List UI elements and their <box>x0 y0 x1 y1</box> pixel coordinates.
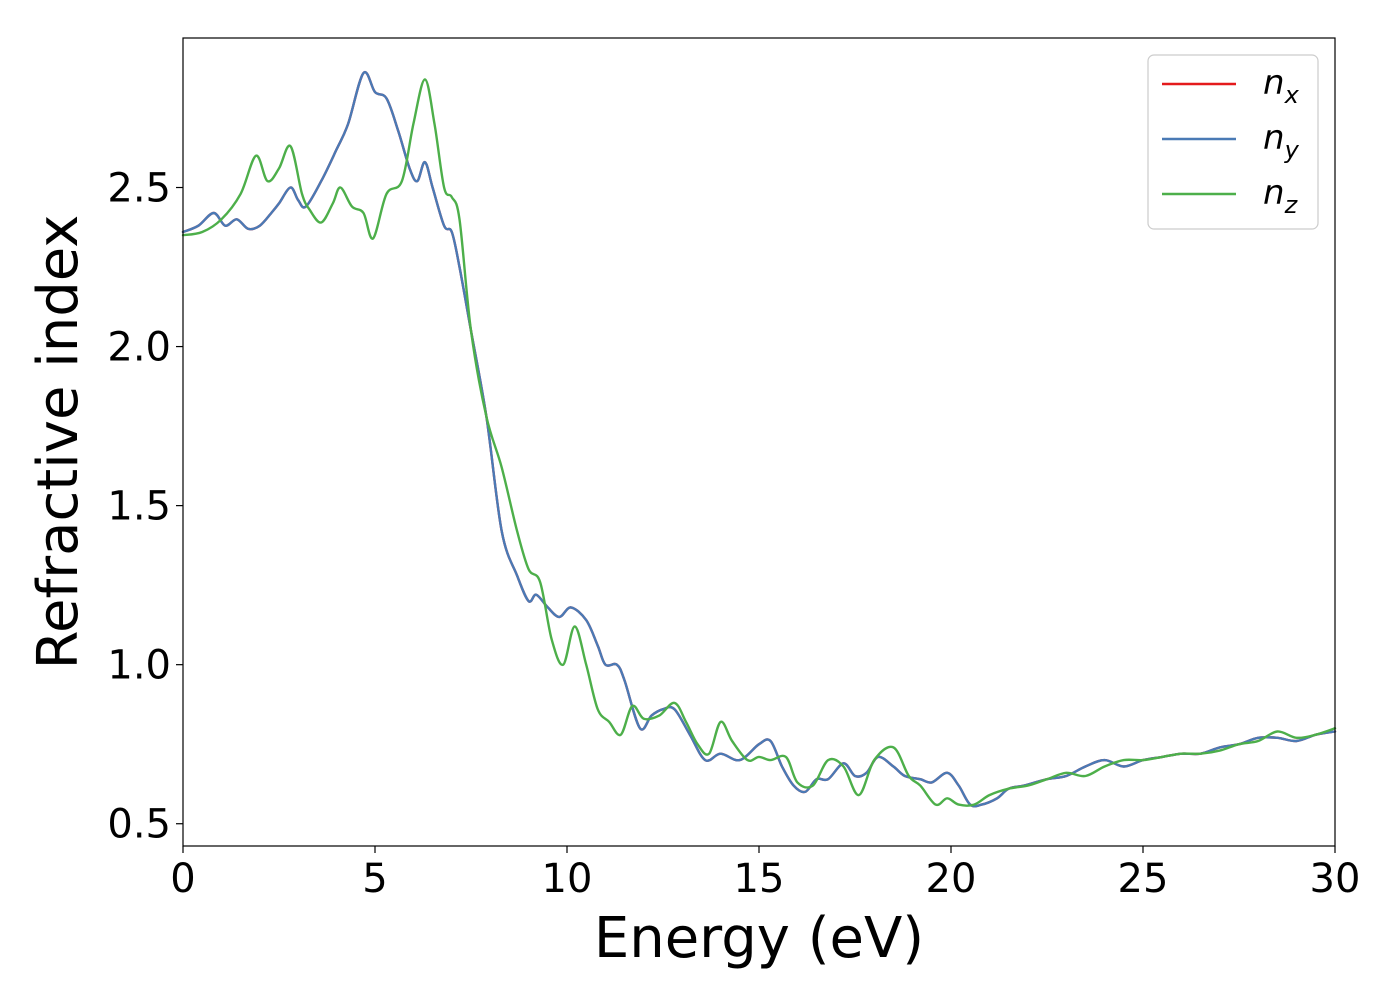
y-tick-label: 2.5 <box>107 166 171 212</box>
x-axis-ticks: 0 5 10 15 20 25 30 <box>170 846 1360 902</box>
legend-box <box>1147 54 1319 230</box>
legend-label-ny: ny <box>1263 118 1300 164</box>
x-tick-label: 30 <box>1310 856 1361 902</box>
x-tick-label: 20 <box>926 856 977 902</box>
x-tick-label: 10 <box>542 856 593 902</box>
legend-label-nx: nx <box>1263 63 1300 109</box>
series-layer <box>181 70 1337 808</box>
y-tick-label: 1.0 <box>107 643 171 689</box>
y-axis-title: Refractive index <box>26 215 91 670</box>
x-tick-label: 25 <box>1118 856 1169 902</box>
x-tick-label: 15 <box>734 856 785 902</box>
series-line-ny <box>181 70 1337 808</box>
y-tick-label: 1.5 <box>107 484 171 530</box>
y-tick-label: 2.0 <box>107 325 171 371</box>
y-axis-ticks: 0.5 1.0 1.5 2.0 2.5 <box>107 166 183 848</box>
y-tick-label: 0.5 <box>107 802 171 848</box>
x-tick-label: 5 <box>362 856 387 902</box>
series-line-nz <box>181 78 1337 807</box>
x-tick-label: 0 <box>170 856 195 902</box>
x-axis-title: Energy (eV) <box>594 906 924 971</box>
